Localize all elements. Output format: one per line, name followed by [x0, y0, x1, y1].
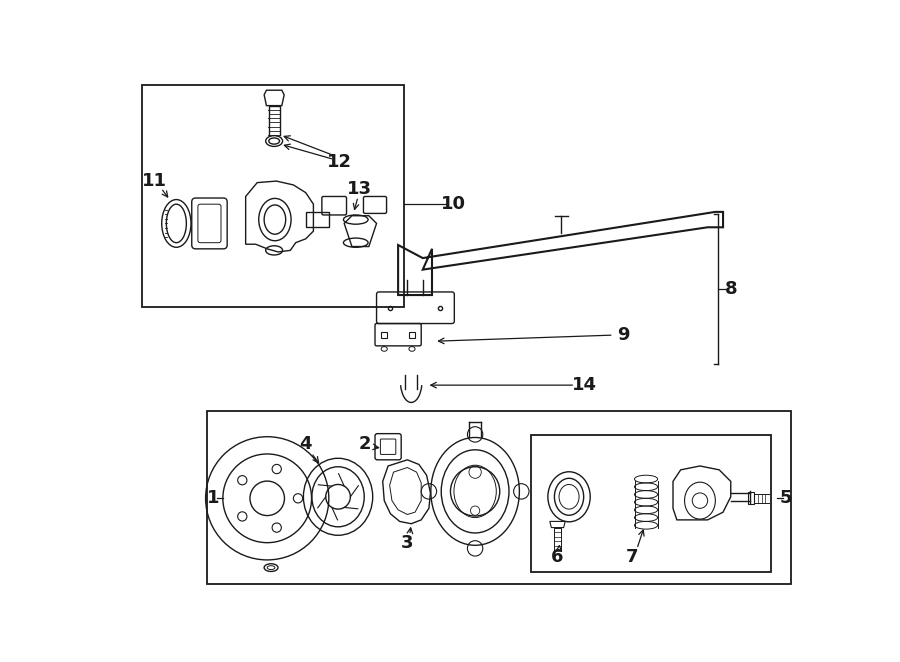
- Text: 2: 2: [359, 436, 371, 453]
- Text: 14: 14: [572, 376, 597, 394]
- Text: 9: 9: [616, 326, 629, 344]
- Text: 11: 11: [142, 172, 167, 190]
- Text: 8: 8: [724, 280, 737, 298]
- Text: 13: 13: [347, 180, 372, 198]
- Text: 12: 12: [327, 153, 352, 171]
- Text: 4: 4: [300, 436, 312, 453]
- Text: 6: 6: [551, 548, 563, 566]
- Text: 7: 7: [626, 548, 638, 566]
- Text: 10: 10: [441, 195, 466, 213]
- Text: 3: 3: [401, 534, 414, 552]
- Text: 5: 5: [780, 489, 792, 507]
- Text: 1: 1: [207, 489, 220, 507]
